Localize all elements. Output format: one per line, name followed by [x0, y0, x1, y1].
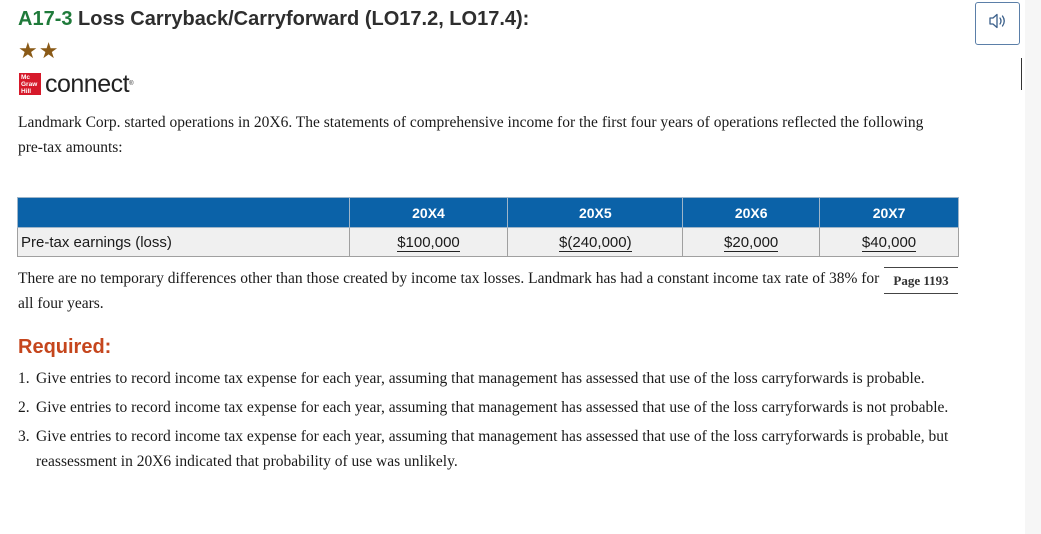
- table-header-blank: [17, 197, 350, 228]
- item-text: Give entries to record income tax expens…: [36, 428, 949, 470]
- logo-badge-line: Graw: [21, 81, 38, 88]
- problem-title: Loss Carryback/Carryforward (LO17.2, LO1…: [78, 8, 530, 30]
- logo-badge-line: Hill: [21, 88, 32, 95]
- page-title: A17-3 Loss Carryback/Carryforward (LO17.…: [18, 8, 529, 31]
- page-reference: Page 1193: [884, 267, 958, 294]
- column-header: 20X6: [682, 197, 821, 228]
- item-text: Give entries to record income tax expens…: [36, 399, 949, 416]
- trademark-mark: ®: [129, 81, 133, 87]
- problem-code: A17-3: [18, 8, 73, 30]
- table-row: Pre-tax earnings (loss) $100,000 $(240,0…: [17, 227, 959, 257]
- cell-value: $100,000: [397, 233, 460, 252]
- right-panel-edge: [1025, 0, 1041, 534]
- column-header: 20X7: [819, 197, 959, 228]
- connect-wordmark: connect®: [45, 70, 133, 98]
- speaker-icon: [988, 13, 1008, 34]
- required-heading: Required:: [18, 336, 112, 358]
- mcgraw-hill-connect-logo: Mc Graw Hill connect®: [19, 70, 133, 98]
- row-label: Pre-tax earnings (loss): [17, 227, 350, 257]
- text-cursor: [1021, 58, 1022, 90]
- item-text: Give entries to record income tax expens…: [36, 370, 925, 387]
- table-header-row: 20X4 20X5 20X6 20X7: [17, 197, 959, 228]
- pretax-earnings-table: 20X4 20X5 20X6 20X7 Pre-tax earnings (lo…: [17, 197, 959, 257]
- tax-note-paragraph: There are no temporary differences other…: [18, 270, 880, 312]
- table-cell: $20,000: [682, 227, 821, 257]
- mcgraw-hill-badge: Mc Graw Hill: [19, 73, 41, 95]
- difficulty-stars: ★★: [18, 38, 60, 63]
- cell-value: $20,000: [724, 233, 779, 252]
- item-number: 1.: [18, 370, 30, 387]
- read-aloud-button[interactable]: [975, 2, 1020, 45]
- intro-paragraph: Landmark Corp. started operations in 20X…: [18, 114, 924, 156]
- table-cell: $40,000: [819, 227, 959, 257]
- item-number: 2.: [18, 399, 30, 416]
- list-item: 1. Give entries to record income tax exp…: [18, 366, 968, 391]
- logo-badge-line: Mc: [21, 74, 31, 81]
- list-item: 3. Give entries to record income tax exp…: [18, 424, 968, 474]
- table-cell: $100,000: [348, 227, 509, 257]
- required-list: 1. Give entries to record income tax exp…: [18, 366, 968, 478]
- connect-wordmark-text: connect: [45, 70, 130, 98]
- cell-value: $(240,000): [559, 233, 632, 252]
- cell-value: $40,000: [861, 233, 917, 252]
- item-number: 3.: [18, 428, 30, 445]
- column-header: 20X4: [348, 197, 509, 228]
- table-cell: $(240,000): [507, 227, 684, 257]
- list-item: 2. Give entries to record income tax exp…: [18, 395, 968, 420]
- column-header: 20X5: [507, 197, 684, 228]
